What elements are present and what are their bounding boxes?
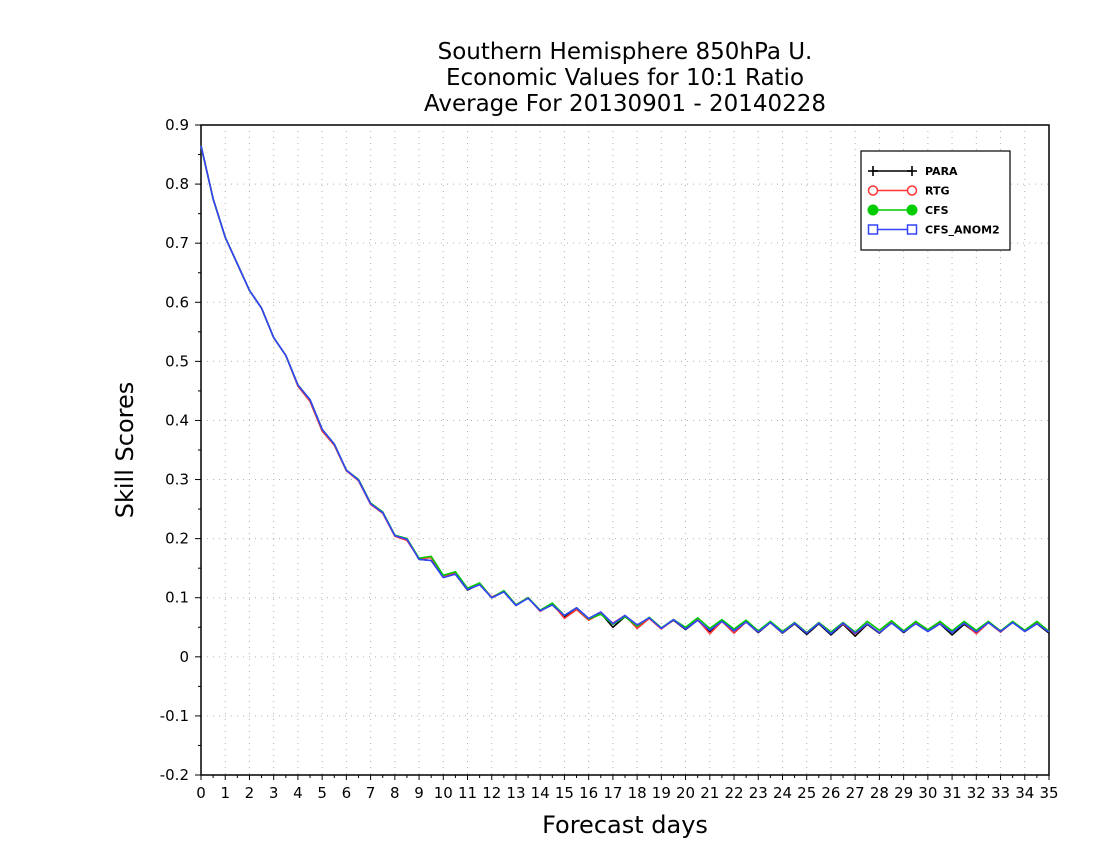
x-tick-label: 27	[846, 784, 865, 802]
legend-label-rtg: RTG	[925, 185, 950, 198]
x-tick-label: 0	[196, 784, 206, 802]
x-tick-label: 32	[967, 784, 986, 802]
series-lines	[200, 145, 1050, 637]
x-tick-label: 30	[918, 784, 937, 802]
x-tick-label: 22	[724, 784, 743, 802]
x-tick-label: 28	[870, 784, 889, 802]
y-tick-label: -0.2	[160, 766, 189, 784]
legend-marker-rtg	[867, 185, 879, 196]
x-tick-label: 17	[603, 784, 622, 802]
y-tick-label: 0.3	[165, 471, 189, 489]
y-tick-label: 0.7	[165, 234, 189, 252]
y-tick-label: 0.2	[165, 530, 189, 548]
legend-label-cfs: CFS	[925, 204, 949, 217]
axes: 0 1 2 3 4 5 6 7 8 9 10 11 12 13 14 15 16 17 18 19 20 21 22 23 24…	[160, 116, 1059, 802]
y-tick-label: 0.4	[165, 411, 189, 429]
legend-marker-cfs	[867, 204, 879, 216]
x-tick-label: 7	[366, 784, 376, 802]
y-axis-title: Skill Scores	[111, 382, 139, 519]
x-tick-label: 10	[434, 784, 453, 802]
x-tick-label: 34	[1015, 784, 1034, 802]
x-tick-label: 26	[821, 784, 840, 802]
y-tick-label: -0.1	[160, 707, 189, 725]
x-tick-label: 3	[269, 784, 279, 802]
x-tick-label: 4	[293, 784, 303, 802]
x-tick-label: 12	[482, 784, 501, 802]
y-tick-label: 0	[179, 648, 189, 666]
x-tick-label: 6	[342, 784, 352, 802]
legend: PARA RTG CFS CFS_ANOM2	[860, 150, 1011, 251]
y-tick-label: 0.6	[165, 293, 189, 311]
x-tick-label: 33	[991, 784, 1010, 802]
chart-title-line-2: Economic Values for 10:1 Ratio	[446, 65, 804, 91]
legend-marker-cfs	[906, 204, 918, 216]
x-tick-label: 31	[943, 784, 962, 802]
x-tick-label: 5	[317, 784, 327, 802]
series-line-cfs-anom2	[200, 145, 1050, 635]
legend-marker-cfs-anom2	[906, 224, 918, 235]
x-tick-label: 11	[458, 784, 477, 802]
x-axis-title: Forecast days	[542, 811, 708, 839]
y-tick-label: 0.1	[165, 589, 189, 607]
x-tick-label: 24	[773, 784, 792, 802]
x-tick-label: 19	[652, 784, 671, 802]
chart-title-line-3: Average For 20130901 - 20140228	[424, 91, 826, 117]
x-tick-label: 35	[1039, 784, 1058, 802]
x-tick-label: 8	[390, 784, 400, 802]
x-tick-label: 25	[797, 784, 816, 802]
x-tick-label: 29	[894, 784, 913, 802]
chart-title-line-1: Southern Hemisphere 850hPa U.	[438, 39, 813, 65]
legend-marker-cfs-anom2	[867, 224, 879, 235]
x-tick-label: 9	[414, 784, 424, 802]
x-tick-label: 13	[506, 784, 525, 802]
x-tick-label: 23	[749, 784, 768, 802]
x-tick-label: 18	[628, 784, 647, 802]
y-tick-label: 0.5	[165, 352, 189, 370]
legend-label-cfs-anom2: CFS_ANOM2	[925, 224, 1000, 237]
x-tick-label: 1	[220, 784, 230, 802]
x-tick-label: 2	[245, 784, 255, 802]
y-tick-label: 0.8	[165, 175, 189, 193]
x-tick-label: 20	[676, 784, 695, 802]
x-tick-label: 15	[555, 784, 574, 802]
legend-marker-rtg	[906, 185, 918, 196]
x-tick-label: 16	[579, 784, 598, 802]
grid	[200, 124, 1050, 776]
x-tick-label: 14	[531, 784, 550, 802]
legend-label-para: PARA	[925, 165, 958, 178]
legend-box	[860, 150, 1011, 251]
y-tick-label: 0.9	[165, 116, 189, 134]
x-tick-label: 21	[700, 784, 719, 802]
